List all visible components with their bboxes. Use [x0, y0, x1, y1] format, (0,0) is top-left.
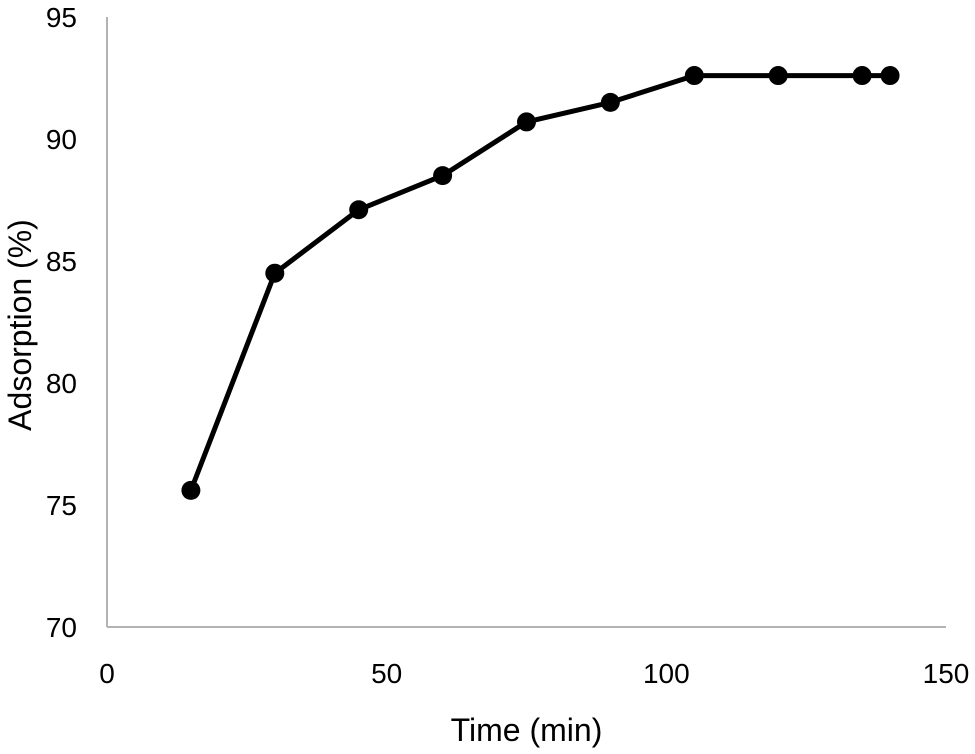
y-tick-label: 75 [46, 490, 77, 521]
x-tick-label: 150 [923, 658, 970, 689]
y-tick-label: 95 [46, 2, 77, 33]
data-point-marker [181, 480, 201, 500]
x-tick-label: 100 [643, 658, 690, 689]
y-tick-label: 80 [46, 368, 77, 399]
x-tick-labels: 0 50 100 150 [99, 658, 969, 689]
data-point-marker [880, 66, 900, 86]
x-tick-label: 50 [371, 658, 402, 689]
data-point-marker [684, 66, 704, 86]
axes [106, 17, 946, 628]
data-point-marker [517, 112, 536, 132]
series-group [181, 66, 900, 500]
data-point-marker [768, 66, 788, 86]
y-tick-label: 90 [46, 124, 77, 155]
data-point-marker [349, 200, 369, 220]
x-axis-title: Time (min) [451, 712, 603, 748]
y-tick-label: 85 [46, 246, 77, 277]
data-point-marker [433, 166, 453, 186]
data-point-marker [600, 92, 620, 112]
y-tick-label: 70 [46, 612, 77, 643]
y-axis-title: Adsorption (%) [2, 219, 38, 431]
x-tick-label: 0 [99, 658, 115, 689]
data-point-marker [852, 66, 872, 86]
y-tick-labels: 70 75 80 85 90 95 [46, 2, 77, 643]
series-line [188, 73, 891, 492]
data-point-marker [265, 263, 285, 283]
